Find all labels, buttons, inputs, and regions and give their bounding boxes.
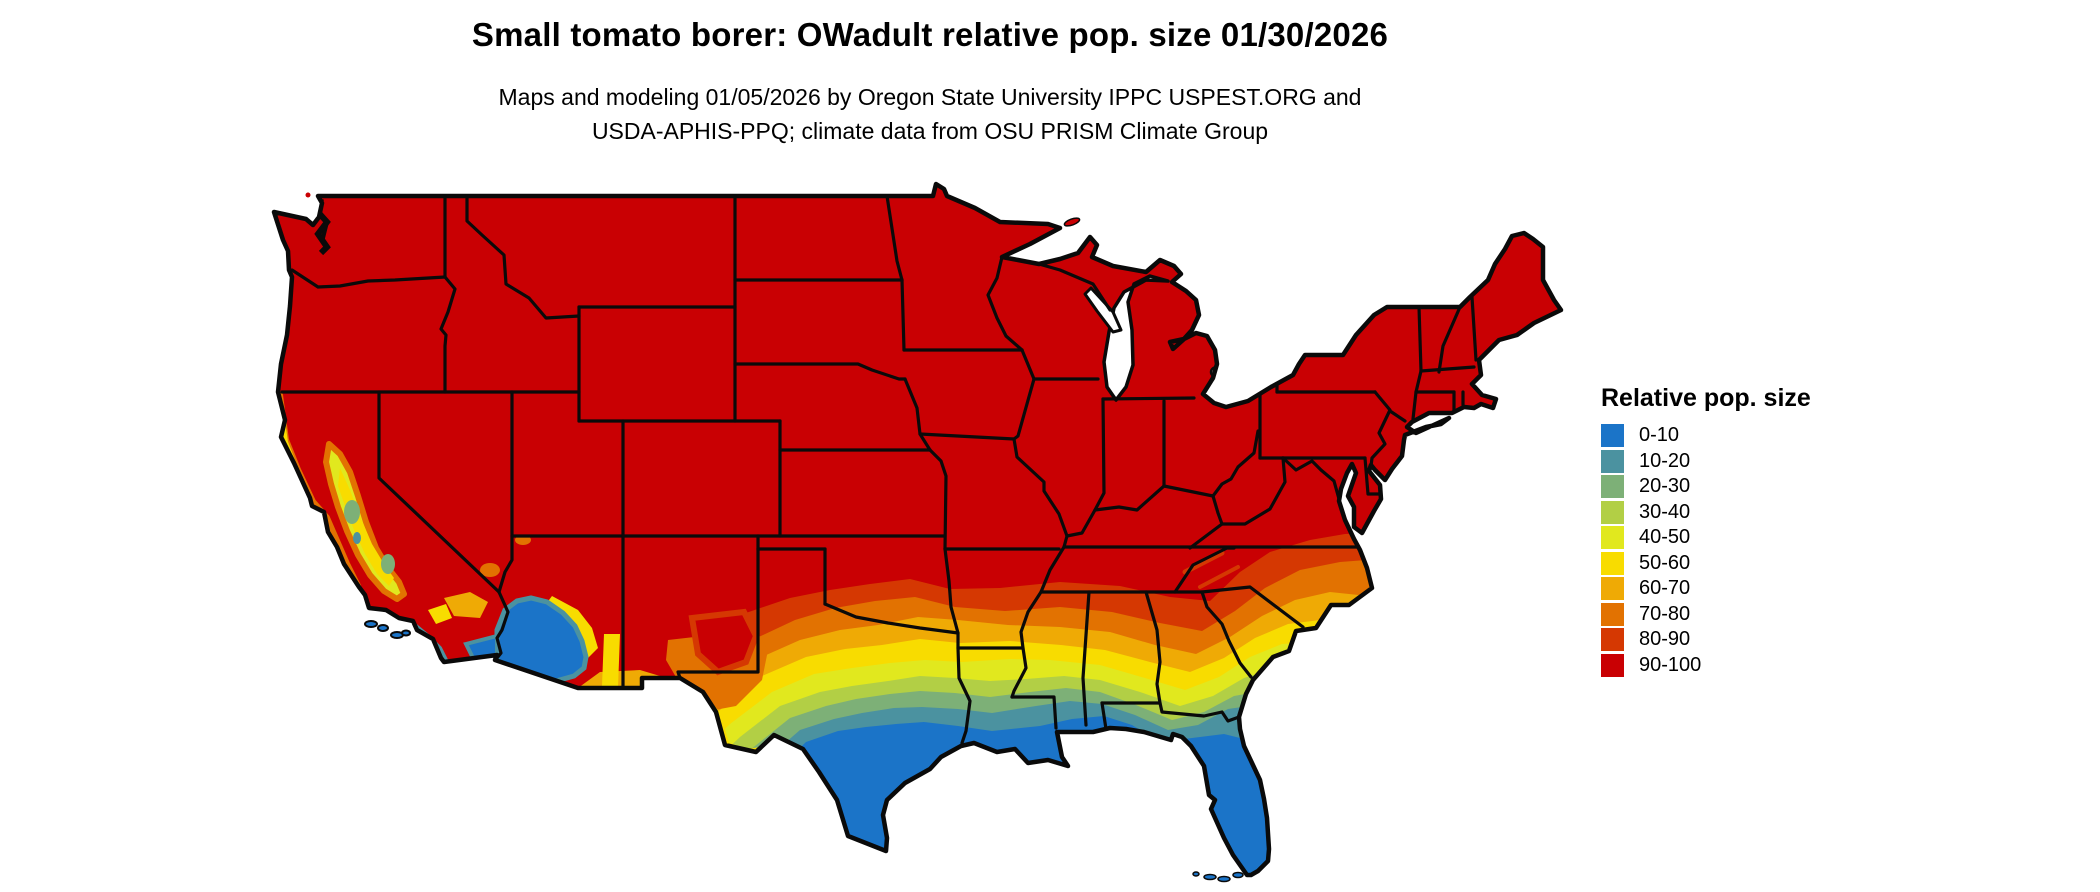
patch-mojave-gold [428, 604, 452, 624]
patch-valley-sage-2 [381, 554, 395, 574]
legend-swatch [1601, 653, 1624, 677]
legend-item-label: 90-100 [1639, 653, 1702, 676]
legend-item: 20-30 [1601, 474, 1811, 500]
map-subtitle-line1: Maps and modeling 01/05/2026 by Oregon S… [498, 84, 1362, 110]
patch-central-valley-gold [338, 468, 394, 586]
patch-valley-teal [353, 532, 361, 544]
patch-valley-sage-1 [344, 500, 360, 524]
patch-west-texas-red [688, 608, 760, 676]
legend-swatch [1601, 602, 1624, 626]
legend-title: Relative pop. size [1601, 384, 1811, 412]
legend-item: 70-80 [1601, 602, 1811, 628]
legend-items: 0-10 10-20 20-30 30-40 40-50 50-60 60-70 70-80 8… [1601, 423, 1811, 678]
legend-item-label: 0-10 [1639, 424, 1680, 447]
patch-new-mexico-gold [602, 634, 620, 688]
map-raster [274, 184, 1561, 875]
state-borders [280, 194, 1478, 745]
legend-item-label: 10-20 [1639, 449, 1691, 472]
map-subtitle-line2: USDA-APHIS-PPQ; climate data from OSU PR… [591, 118, 1269, 144]
legend-swatch [1601, 526, 1624, 550]
patch-east-tn-vermilion-2 [1198, 565, 1240, 589]
legend-swatch [1601, 424, 1624, 448]
patch-mojave-amber [444, 592, 488, 618]
legend-item-label: 40-50 [1639, 526, 1691, 549]
legend-item: 80-90 [1601, 627, 1811, 653]
legend-swatch [1601, 628, 1624, 652]
legend-item: 90-100 [1601, 653, 1811, 679]
patch-south-nevada-orange [480, 563, 500, 577]
legend-item-label: 80-90 [1639, 628, 1691, 651]
channel-islands [364, 620, 411, 639]
conus-outline [271, 181, 1564, 878]
legend-item-label: 20-30 [1639, 475, 1691, 498]
legend-item: 40-50 [1601, 525, 1811, 551]
legend-item: 10-20 [1601, 449, 1811, 475]
legend-swatch [1601, 475, 1624, 499]
map-title: Small tomato borer: OWadult relative pop… [471, 16, 1389, 53]
legend-item-label: 60-70 [1639, 577, 1691, 600]
san-juan-island-dot [305, 192, 311, 198]
legend-item: 0-10 [1601, 423, 1811, 449]
legend: Relative pop. size 0-10 10-20 20-30 30-40 40… [1601, 384, 1811, 678]
legend-swatch [1601, 551, 1624, 575]
green-bay [1083, 286, 1123, 334]
legend-item-label: 70-80 [1639, 602, 1691, 625]
legend-item-label: 30-40 [1639, 500, 1691, 523]
legend-swatch [1601, 500, 1624, 524]
class-90-100-base [274, 184, 1561, 875]
legend-item: 50-60 [1601, 551, 1811, 577]
legend-swatch [1601, 577, 1624, 601]
legend-item: 30-40 [1601, 500, 1811, 526]
map-subtitle: Maps and modeling 01/05/2026 by Oregon S… [60, 80, 1800, 148]
legend-item-label: 50-60 [1639, 551, 1691, 574]
legend-swatch [1601, 449, 1624, 473]
isle-royale [1063, 217, 1081, 227]
legend-item: 60-70 [1601, 576, 1811, 602]
florida-keys [1192, 871, 1244, 883]
